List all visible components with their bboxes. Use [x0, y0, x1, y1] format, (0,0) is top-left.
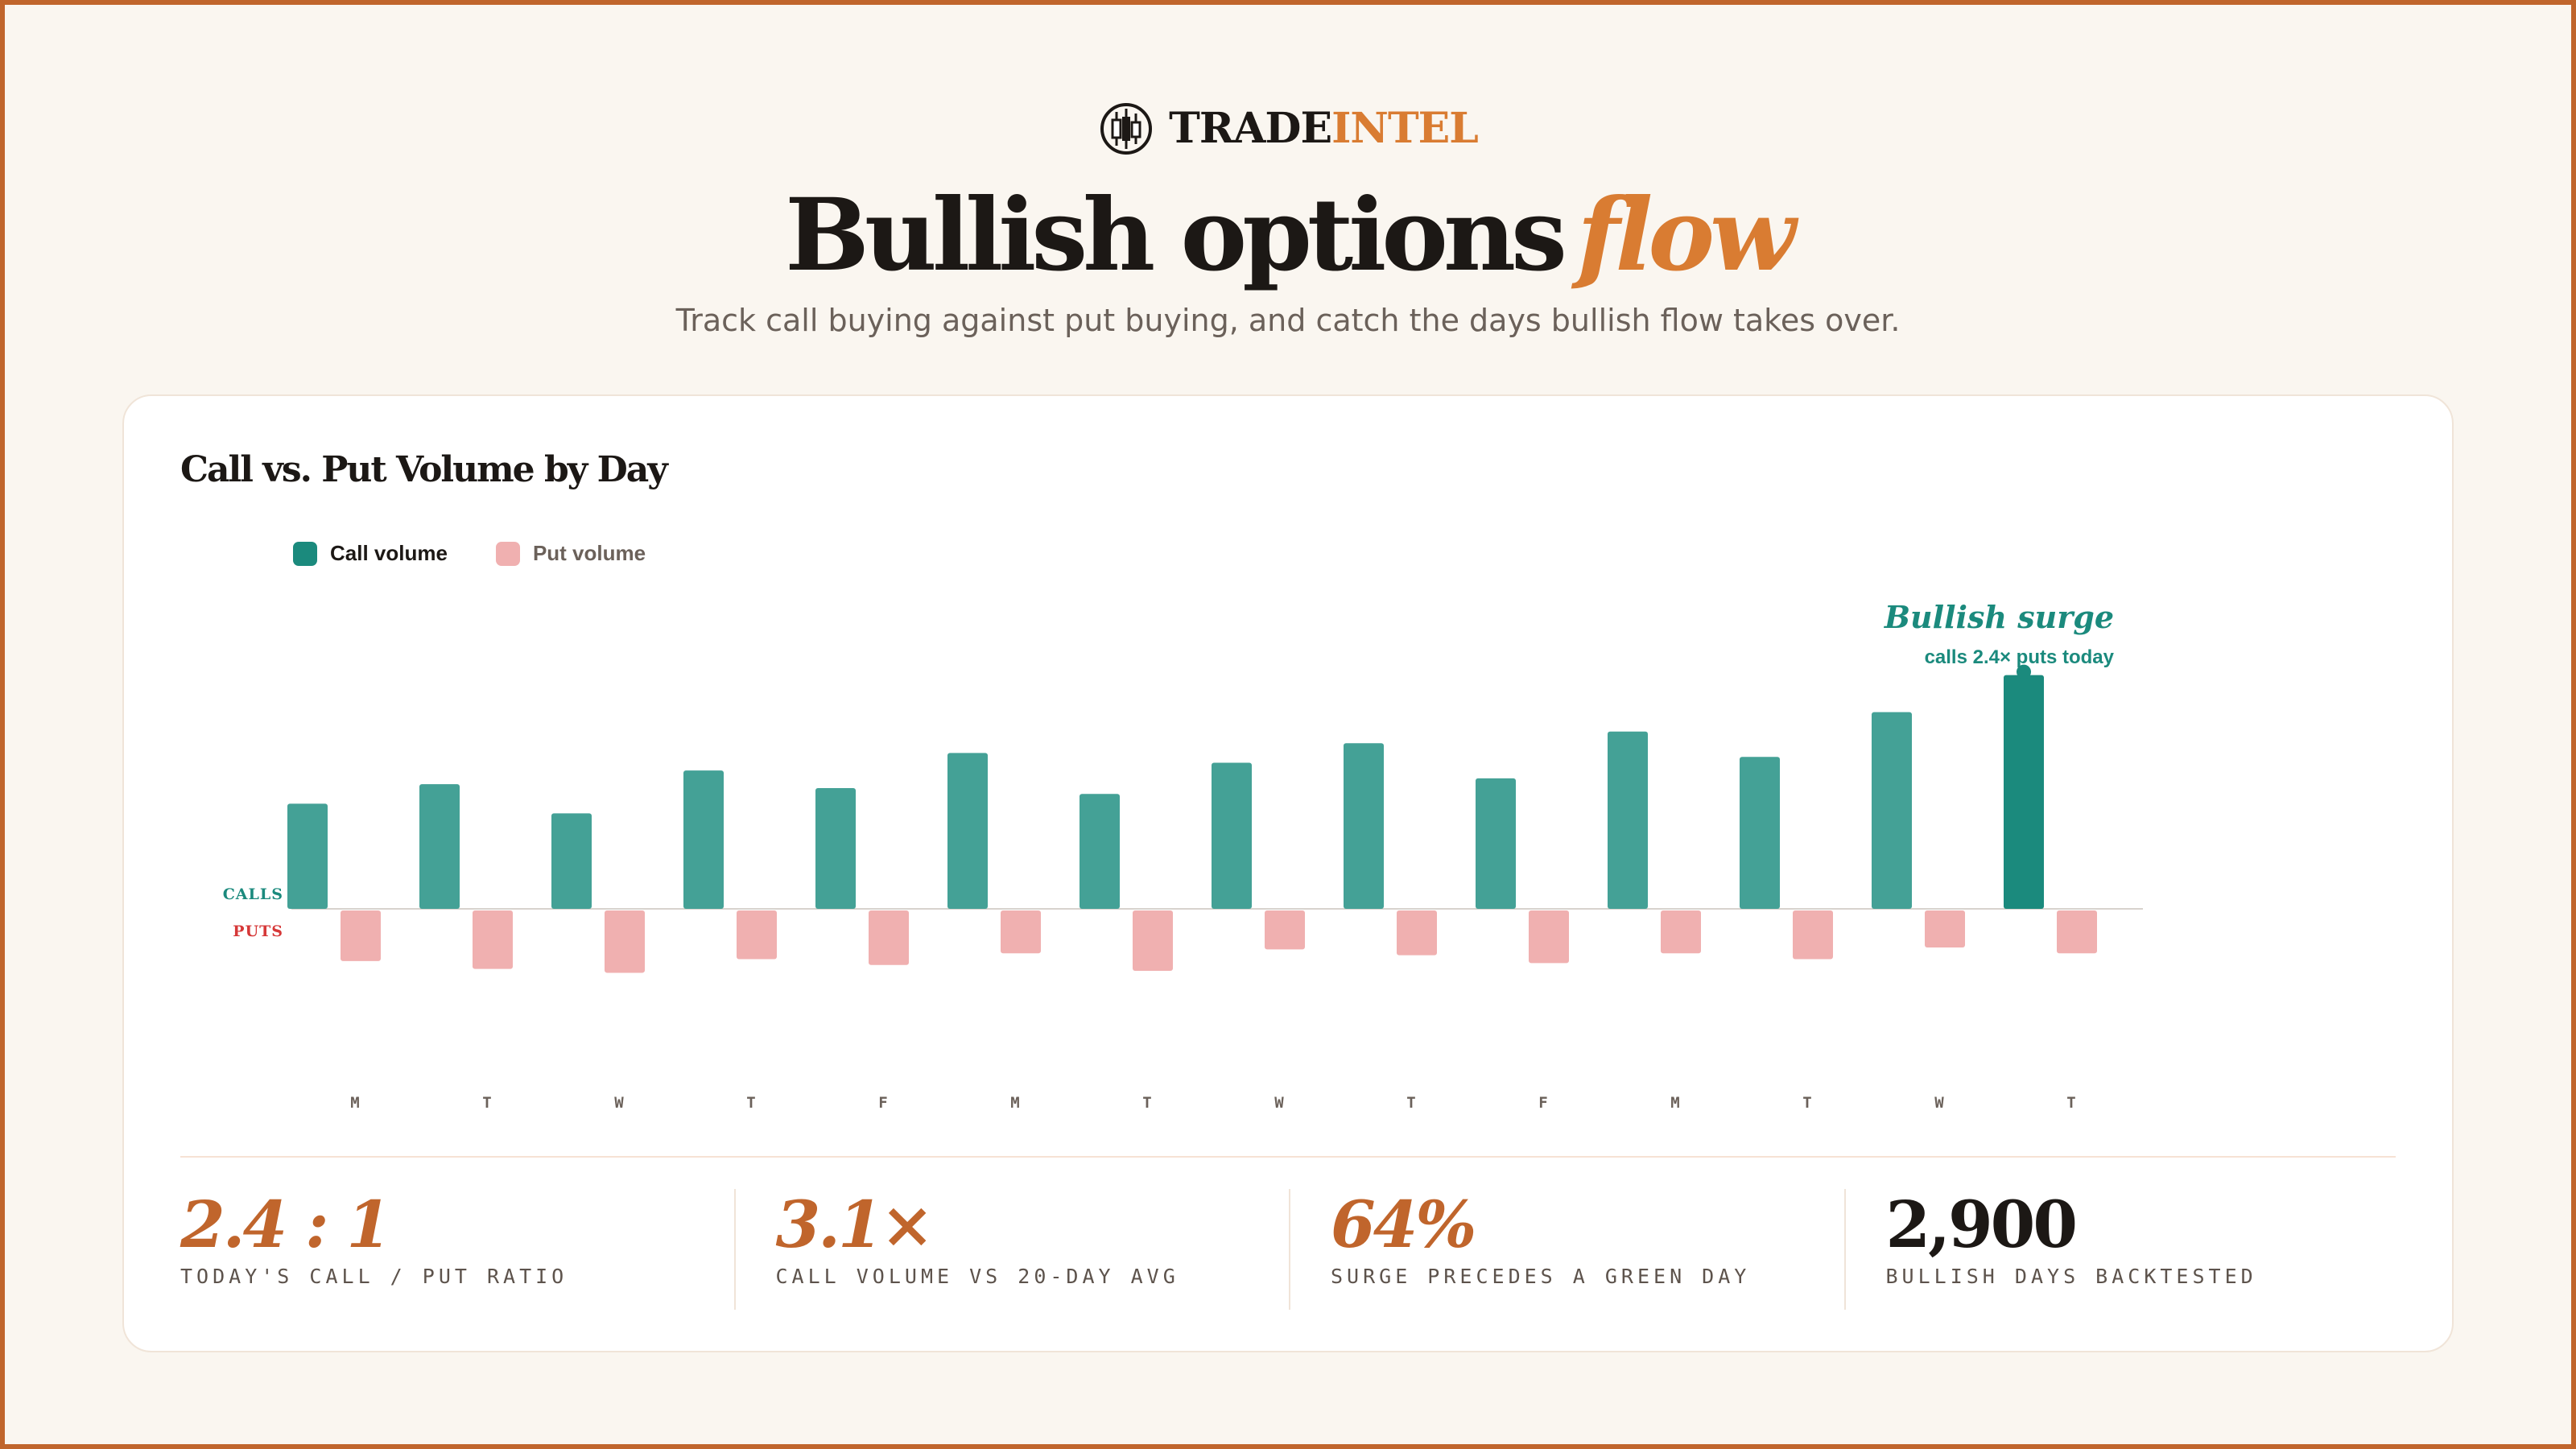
candlestick-logo-icon — [1100, 103, 1153, 155]
stat-value: 2.4 : 1 — [180, 1187, 391, 1262]
chart-card: Call vs. Put Volume by Day Call volume P… — [122, 394, 2454, 1352]
call-bar — [1608, 731, 1648, 909]
put-bar — [1397, 910, 1437, 956]
annotation-title: Bullish surge — [1884, 599, 2114, 635]
call-bar — [815, 787, 856, 909]
put-bar — [1133, 910, 1173, 972]
call-bar — [1476, 778, 1516, 909]
page-subtitle: Track call buying against put buying, an… — [675, 303, 1901, 338]
call-bar — [419, 784, 460, 909]
call-bar — [1080, 794, 1120, 909]
brand: TRADEINTEL — [0, 97, 2576, 161]
brand-name-part2: INTEL — [1331, 104, 1479, 153]
stat-call-volume-vs-avg: 3.1× CALL VOLUME VS 20-DAY AVG — [733, 1187, 1290, 1310]
call-bar — [683, 770, 724, 909]
x-tick-label: F — [1538, 1094, 1547, 1112]
put-bar — [1793, 910, 1833, 960]
x-tick-label: T — [482, 1094, 491, 1112]
put-bar — [1925, 910, 1965, 947]
x-tick-label: T — [1802, 1094, 1811, 1112]
stats-row: 2.4 : 1 TODAY'S CALL / PUT RATIO 3.1× CA… — [180, 1189, 2399, 1310]
axis-label-puts: PUTS — [233, 923, 283, 940]
stat-label: TODAY'S CALL / PUT RATIO — [180, 1265, 568, 1288]
page-title-main: Bullish options — [785, 177, 1567, 294]
brand-name: TRADEINTEL — [1169, 108, 1479, 150]
stat-surge-green-day: 64% SURGE PRECEDES A GREEN DAY — [1289, 1189, 1844, 1310]
call-bar — [1740, 757, 1780, 909]
call-bar — [551, 813, 592, 909]
put-bar — [869, 910, 909, 965]
put-bar — [1661, 910, 1701, 954]
axis-label-calls: CALLS — [223, 886, 283, 903]
stat-call-put-ratio: 2.4 : 1 TODAY'S CALL / PUT RATIO — [180, 1189, 734, 1310]
call-bar — [947, 753, 988, 909]
annotation-subtitle: calls 2.4× puts today — [1925, 646, 2115, 668]
call-bar — [2004, 675, 2044, 909]
x-tick-label: T — [746, 1094, 755, 1112]
x-tick-label: M — [1670, 1094, 1679, 1112]
put-bar — [1001, 910, 1041, 954]
put-bar — [2057, 910, 2097, 954]
put-bar — [605, 910, 645, 973]
legend-label-call: Call volume — [330, 541, 448, 565]
x-tick-label: M — [1010, 1094, 1019, 1112]
call-bar — [287, 803, 328, 909]
stats-divider — [180, 1156, 2396, 1158]
put-bar — [341, 910, 381, 961]
put-bar — [473, 910, 513, 969]
legend-item-put: Put volume — [495, 541, 646, 566]
stat-value: 3.1× — [775, 1187, 935, 1262]
chart-legend: Call volume Put volume — [293, 541, 694, 566]
x-tick-label: M — [350, 1094, 359, 1112]
stat-value: 64% — [1331, 1187, 1476, 1262]
stat-label: CALL VOLUME VS 20-DAY AVG — [775, 1265, 1179, 1288]
x-tick-label: T — [2066, 1094, 2075, 1112]
x-tick-label: F — [878, 1094, 887, 1112]
put-bar — [737, 910, 777, 960]
page-title: Bullish options flow — [0, 177, 2576, 294]
highlight-marker — [2017, 664, 2031, 679]
brand-name-part1: TRADE — [1169, 104, 1332, 153]
call-bar — [1344, 743, 1384, 909]
x-tick-label: W — [1274, 1094, 1284, 1112]
bar-chart: CALLS PUTS M T W T F M T W T F M T W T Bullish surge call… — [223, 599, 2143, 1112]
x-tick-label: W — [614, 1094, 624, 1112]
stat-label: SURGE PRECEDES A GREEN DAY — [1331, 1265, 1751, 1288]
page-title-accent: flow — [1576, 177, 1796, 294]
legend-item-call: Call volume — [293, 541, 448, 566]
call-bar — [1872, 712, 1912, 909]
x-tick-label: T — [1142, 1094, 1151, 1112]
legend-swatch-call — [293, 541, 317, 566]
x-tick-label: W — [1934, 1094, 1944, 1112]
legend-swatch-put — [495, 541, 520, 566]
put-bar — [1265, 910, 1305, 950]
x-tick-label: T — [1406, 1094, 1415, 1112]
put-bar — [1529, 910, 1569, 964]
stat-label: BULLISH DAYS BACKTESTED — [1885, 1265, 2257, 1288]
chart-title: Call vs. Put Volume by Day — [180, 449, 668, 490]
call-bar — [1212, 762, 1252, 909]
stat-bullish-days: 2,900 BULLISH DAYS BACKTESTED — [1843, 1187, 2400, 1310]
legend-label-put: Put volume — [532, 541, 646, 565]
stat-value: 2,900 — [1885, 1187, 2079, 1262]
